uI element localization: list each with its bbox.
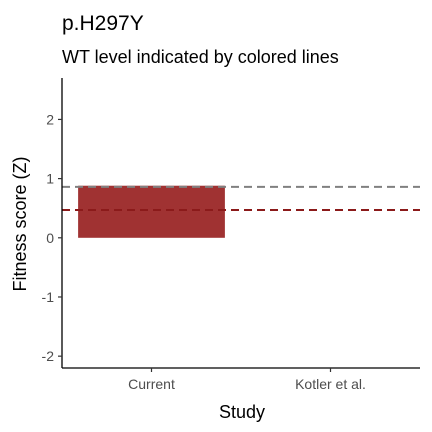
x-tick-label: Kotler et al. [295,376,366,392]
y-tick-label: -2 [42,348,55,364]
y-tick-label: 1 [46,171,54,187]
bar-current [78,185,225,238]
y-tick-label: -1 [42,289,55,305]
y-tick-label: 0 [46,230,54,246]
x-tick-label: Current [128,376,175,392]
x-axis-title: Study [219,402,265,422]
plot-area: -2 -1 0 1 2 Current Kotler et al. [42,78,420,392]
y-axis-title: Fitness score (Z) [10,156,30,291]
y-tick-label: 2 [46,111,54,127]
chart-title: p.H297Y [62,12,144,35]
chart-subtitle: WT level indicated by colored lines [62,47,339,67]
